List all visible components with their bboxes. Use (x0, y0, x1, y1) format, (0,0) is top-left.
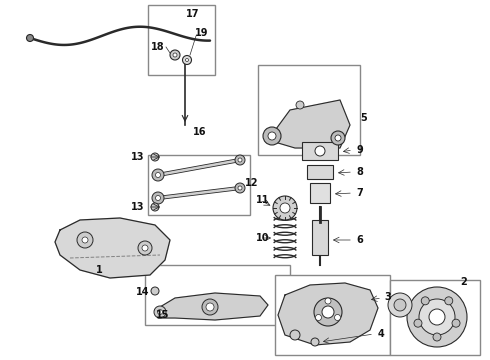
Text: 15: 15 (156, 310, 170, 320)
Circle shape (186, 58, 189, 62)
Bar (148, 5, 215, 75)
Text: 19: 19 (195, 28, 209, 38)
Text: 18: 18 (151, 42, 165, 52)
Circle shape (202, 299, 218, 315)
Bar (145, 265, 290, 325)
Text: 14: 14 (136, 287, 150, 297)
Polygon shape (55, 218, 170, 278)
Circle shape (151, 287, 159, 295)
Text: 17: 17 (186, 9, 200, 19)
Text: 2: 2 (461, 277, 467, 287)
Text: 11: 11 (256, 195, 270, 205)
Polygon shape (155, 293, 268, 320)
Circle shape (138, 241, 152, 255)
Circle shape (26, 35, 33, 41)
Circle shape (433, 333, 441, 341)
Circle shape (142, 245, 148, 251)
Circle shape (154, 306, 166, 318)
Text: 4: 4 (378, 329, 384, 339)
Circle shape (407, 287, 467, 347)
Bar (310, 183, 330, 203)
Circle shape (155, 172, 161, 177)
Bar (258, 65, 360, 155)
Circle shape (77, 232, 93, 248)
Bar (390, 280, 480, 355)
Text: 13: 13 (131, 202, 145, 212)
Circle shape (268, 132, 276, 140)
Text: 3: 3 (385, 292, 392, 302)
Bar (302, 142, 338, 160)
Text: 8: 8 (357, 167, 364, 177)
Circle shape (235, 183, 245, 193)
Bar (312, 220, 328, 255)
Circle shape (157, 310, 163, 315)
Bar (148, 155, 250, 215)
Circle shape (151, 203, 159, 211)
Text: 6: 6 (357, 235, 364, 245)
Polygon shape (268, 100, 350, 148)
Circle shape (335, 135, 341, 141)
Circle shape (452, 319, 460, 327)
Circle shape (206, 303, 214, 311)
Circle shape (235, 155, 245, 165)
Circle shape (155, 195, 161, 201)
Circle shape (419, 299, 455, 335)
Text: 13: 13 (131, 152, 145, 162)
Circle shape (316, 315, 321, 320)
Text: 12: 12 (245, 178, 259, 188)
Circle shape (394, 299, 406, 311)
Circle shape (82, 237, 88, 243)
Bar (275, 275, 390, 355)
Bar (307, 165, 333, 179)
Circle shape (173, 53, 177, 57)
Circle shape (445, 297, 453, 305)
Circle shape (182, 55, 192, 64)
Circle shape (296, 101, 304, 109)
Circle shape (263, 127, 281, 145)
Circle shape (151, 153, 159, 161)
Circle shape (388, 293, 412, 317)
Circle shape (152, 192, 164, 204)
Circle shape (331, 131, 345, 145)
Circle shape (280, 203, 290, 213)
Circle shape (325, 298, 331, 304)
Circle shape (335, 315, 341, 320)
Text: 1: 1 (96, 265, 102, 275)
Text: 10: 10 (256, 233, 270, 243)
Circle shape (290, 330, 300, 340)
Text: 7: 7 (357, 188, 364, 198)
Polygon shape (278, 283, 378, 345)
Circle shape (273, 196, 297, 220)
Circle shape (238, 158, 242, 162)
Text: 9: 9 (357, 145, 364, 155)
Circle shape (170, 50, 180, 60)
Text: 16: 16 (193, 127, 207, 137)
Circle shape (311, 338, 319, 346)
Circle shape (322, 306, 334, 318)
Circle shape (421, 297, 429, 305)
Circle shape (314, 298, 342, 326)
Circle shape (315, 146, 325, 156)
Circle shape (152, 169, 164, 181)
Text: 5: 5 (361, 113, 368, 123)
Circle shape (238, 186, 242, 190)
Circle shape (414, 319, 422, 327)
Circle shape (429, 309, 445, 325)
